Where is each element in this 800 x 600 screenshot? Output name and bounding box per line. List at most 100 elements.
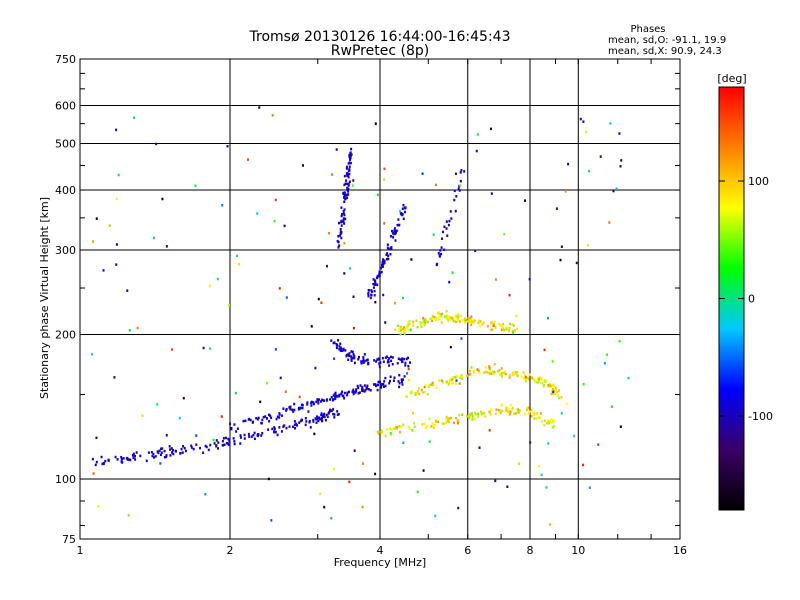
data-point [524,376,527,379]
data-point [156,450,159,453]
data-point [347,193,350,196]
data-point [190,444,193,448]
data-point [509,411,512,414]
data-point [492,370,495,374]
data-point [401,213,404,217]
data-point [178,416,181,420]
data-point [438,317,441,321]
data-point [488,366,491,370]
data-point [493,322,496,326]
data-point [279,376,282,380]
data-point [337,234,340,238]
data-point [131,454,134,457]
data-point [169,448,172,451]
data-point [352,388,355,392]
data-point [551,384,554,388]
data-point [159,453,162,457]
data-point [441,230,444,234]
data-point [392,379,395,382]
data-point [208,284,211,288]
data-point [346,391,349,395]
data-point [97,504,100,508]
data-point [293,420,296,423]
data-point [361,385,364,389]
data-point [276,415,279,419]
data-point [289,407,292,411]
data-point [461,319,464,322]
data-point [273,427,276,431]
data-point [431,319,434,322]
data-point [276,433,279,437]
x-tick-label: 1 [77,544,84,557]
data-point [128,329,131,332]
data-point [373,359,376,362]
data-point [350,153,353,156]
data-point [338,345,341,348]
data-point [342,209,345,213]
data-point [445,417,448,421]
data-point [459,314,462,318]
data-point [251,421,254,424]
data-point [341,349,344,353]
data-point [155,142,158,146]
data-point [389,252,392,256]
data-point [116,458,119,461]
data-point [121,461,124,464]
data-point [501,403,504,406]
data-point [532,411,535,414]
data-point [342,212,345,215]
data-point [454,416,457,420]
data-point [354,391,357,394]
data-point [467,317,470,320]
data-point [350,355,353,358]
colorbar-label: [deg] [717,72,746,85]
data-point [603,361,606,365]
data-point [556,394,559,397]
data-point [511,330,514,333]
data-point [281,414,284,417]
data-point [315,417,318,421]
data-point [484,366,487,369]
data-point [404,364,407,367]
data-point [220,415,223,418]
data-point [379,266,382,270]
data-point [161,197,164,201]
data-point [322,399,325,402]
data-point [386,428,389,431]
data-point [367,292,370,296]
data-point [202,451,205,455]
data-point [387,257,390,261]
data-point [439,249,442,252]
data-point [348,354,351,358]
data-point [500,367,503,370]
data-point [340,224,343,227]
data-point [260,434,263,437]
data-point [474,249,477,253]
data-point [549,384,552,387]
data-point [480,412,483,416]
data-point [278,413,281,416]
data-point [344,197,347,201]
data-point [460,169,463,172]
data-point [267,477,270,481]
data-point [102,462,105,465]
data-point [318,398,321,401]
data-point [470,315,473,318]
data-point [260,421,263,425]
data-point [398,373,401,377]
chart-subtitle: RwPretec (8p) [331,43,429,59]
data-point [346,353,349,356]
data-point [261,418,264,422]
data-point [304,423,307,427]
data-point [484,415,487,418]
data-point [171,451,174,454]
data-point [292,410,295,413]
y-tick-label: 600 [55,100,76,113]
data-point [221,204,224,207]
data-point [474,417,477,421]
data-point [535,381,538,384]
x-tick-label: 8 [527,544,534,557]
data-point [439,313,442,316]
data-point [338,394,341,398]
data-point [407,321,410,324]
